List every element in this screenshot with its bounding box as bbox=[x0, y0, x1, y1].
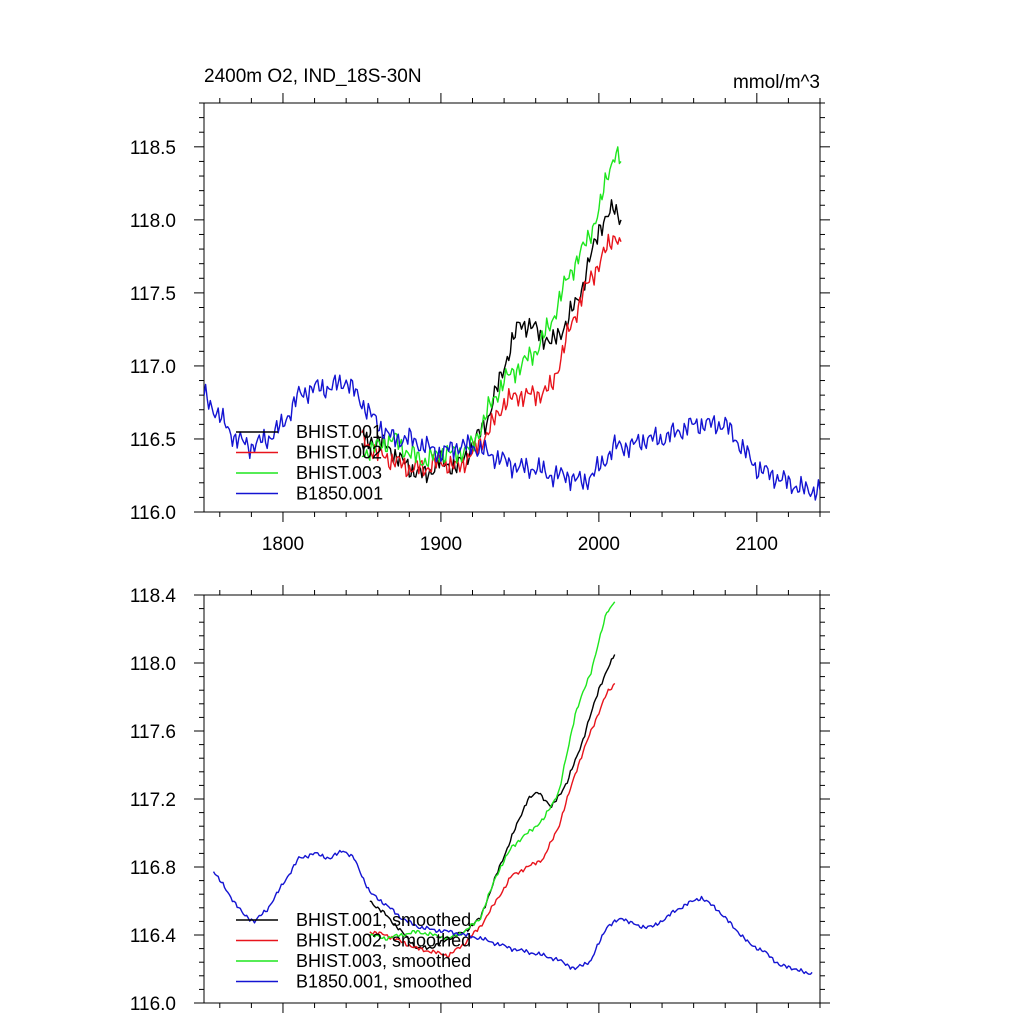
y-tick-label: 117.0 bbox=[130, 357, 176, 378]
y-tick-label: 117.5 bbox=[130, 284, 176, 305]
plot-title-left: 2400m O2, IND_18S-30N bbox=[204, 66, 422, 87]
legend-label: BHIST.002 bbox=[296, 443, 382, 463]
series-group bbox=[204, 146, 820, 501]
bottom-panel: 116.0 116.4 116.8 117.2 117.6 118.0 118.4 BHIST… bbox=[130, 585, 830, 1015]
series-line-bhist-002 bbox=[361, 233, 622, 478]
series-group bbox=[212, 601, 813, 975]
legend-label: BHIST.001 bbox=[296, 422, 382, 442]
series-line-bhist-003-smoothed bbox=[369, 601, 616, 941]
y-tick-label: 116.4 bbox=[130, 926, 177, 947]
legend-label: B1850.001 bbox=[296, 484, 383, 504]
y-tick-label: 117.6 bbox=[130, 722, 176, 743]
y-tick-label: 118.5 bbox=[130, 138, 176, 159]
legend-label: B1850.001, smoothed bbox=[296, 972, 472, 992]
y-tick-label: 116.0 bbox=[130, 503, 176, 524]
x-tick-label: 2000 bbox=[578, 534, 620, 555]
y-tick-label: 117.2 bbox=[130, 790, 176, 811]
y-tick-label: 118.0 bbox=[130, 654, 176, 675]
series-line-b1850-001 bbox=[204, 374, 820, 501]
y-tick-label: 118.4 bbox=[130, 586, 177, 607]
legend-label: BHIST.001, smoothed bbox=[296, 910, 471, 930]
y-tick-label: 116.8 bbox=[130, 858, 176, 879]
x-tick-label: 2100 bbox=[736, 534, 778, 555]
series-line-bhist-003 bbox=[361, 146, 622, 468]
x-tick-label: 1800 bbox=[262, 534, 304, 555]
plot-title-right: mmol/m^3 bbox=[733, 72, 820, 93]
legend-label: BHIST.003 bbox=[296, 463, 382, 483]
x-tick-label: 1900 bbox=[420, 534, 462, 555]
top-panel: 1800 1900 2000 2100 116.0 116.5 117.0 117.5 118.… bbox=[130, 93, 830, 555]
legend-label: BHIST.002, smoothed bbox=[296, 931, 471, 951]
legend-label: BHIST.003, smoothed bbox=[296, 951, 471, 971]
series-line-b1850-001-smoothed bbox=[212, 849, 813, 975]
series-line-bhist-002-smoothed bbox=[369, 682, 616, 958]
y-tick-label: 116.0 bbox=[130, 994, 176, 1015]
y-tick-label: 118.0 bbox=[130, 211, 176, 232]
y-tick-label: 116.5 bbox=[130, 430, 176, 451]
